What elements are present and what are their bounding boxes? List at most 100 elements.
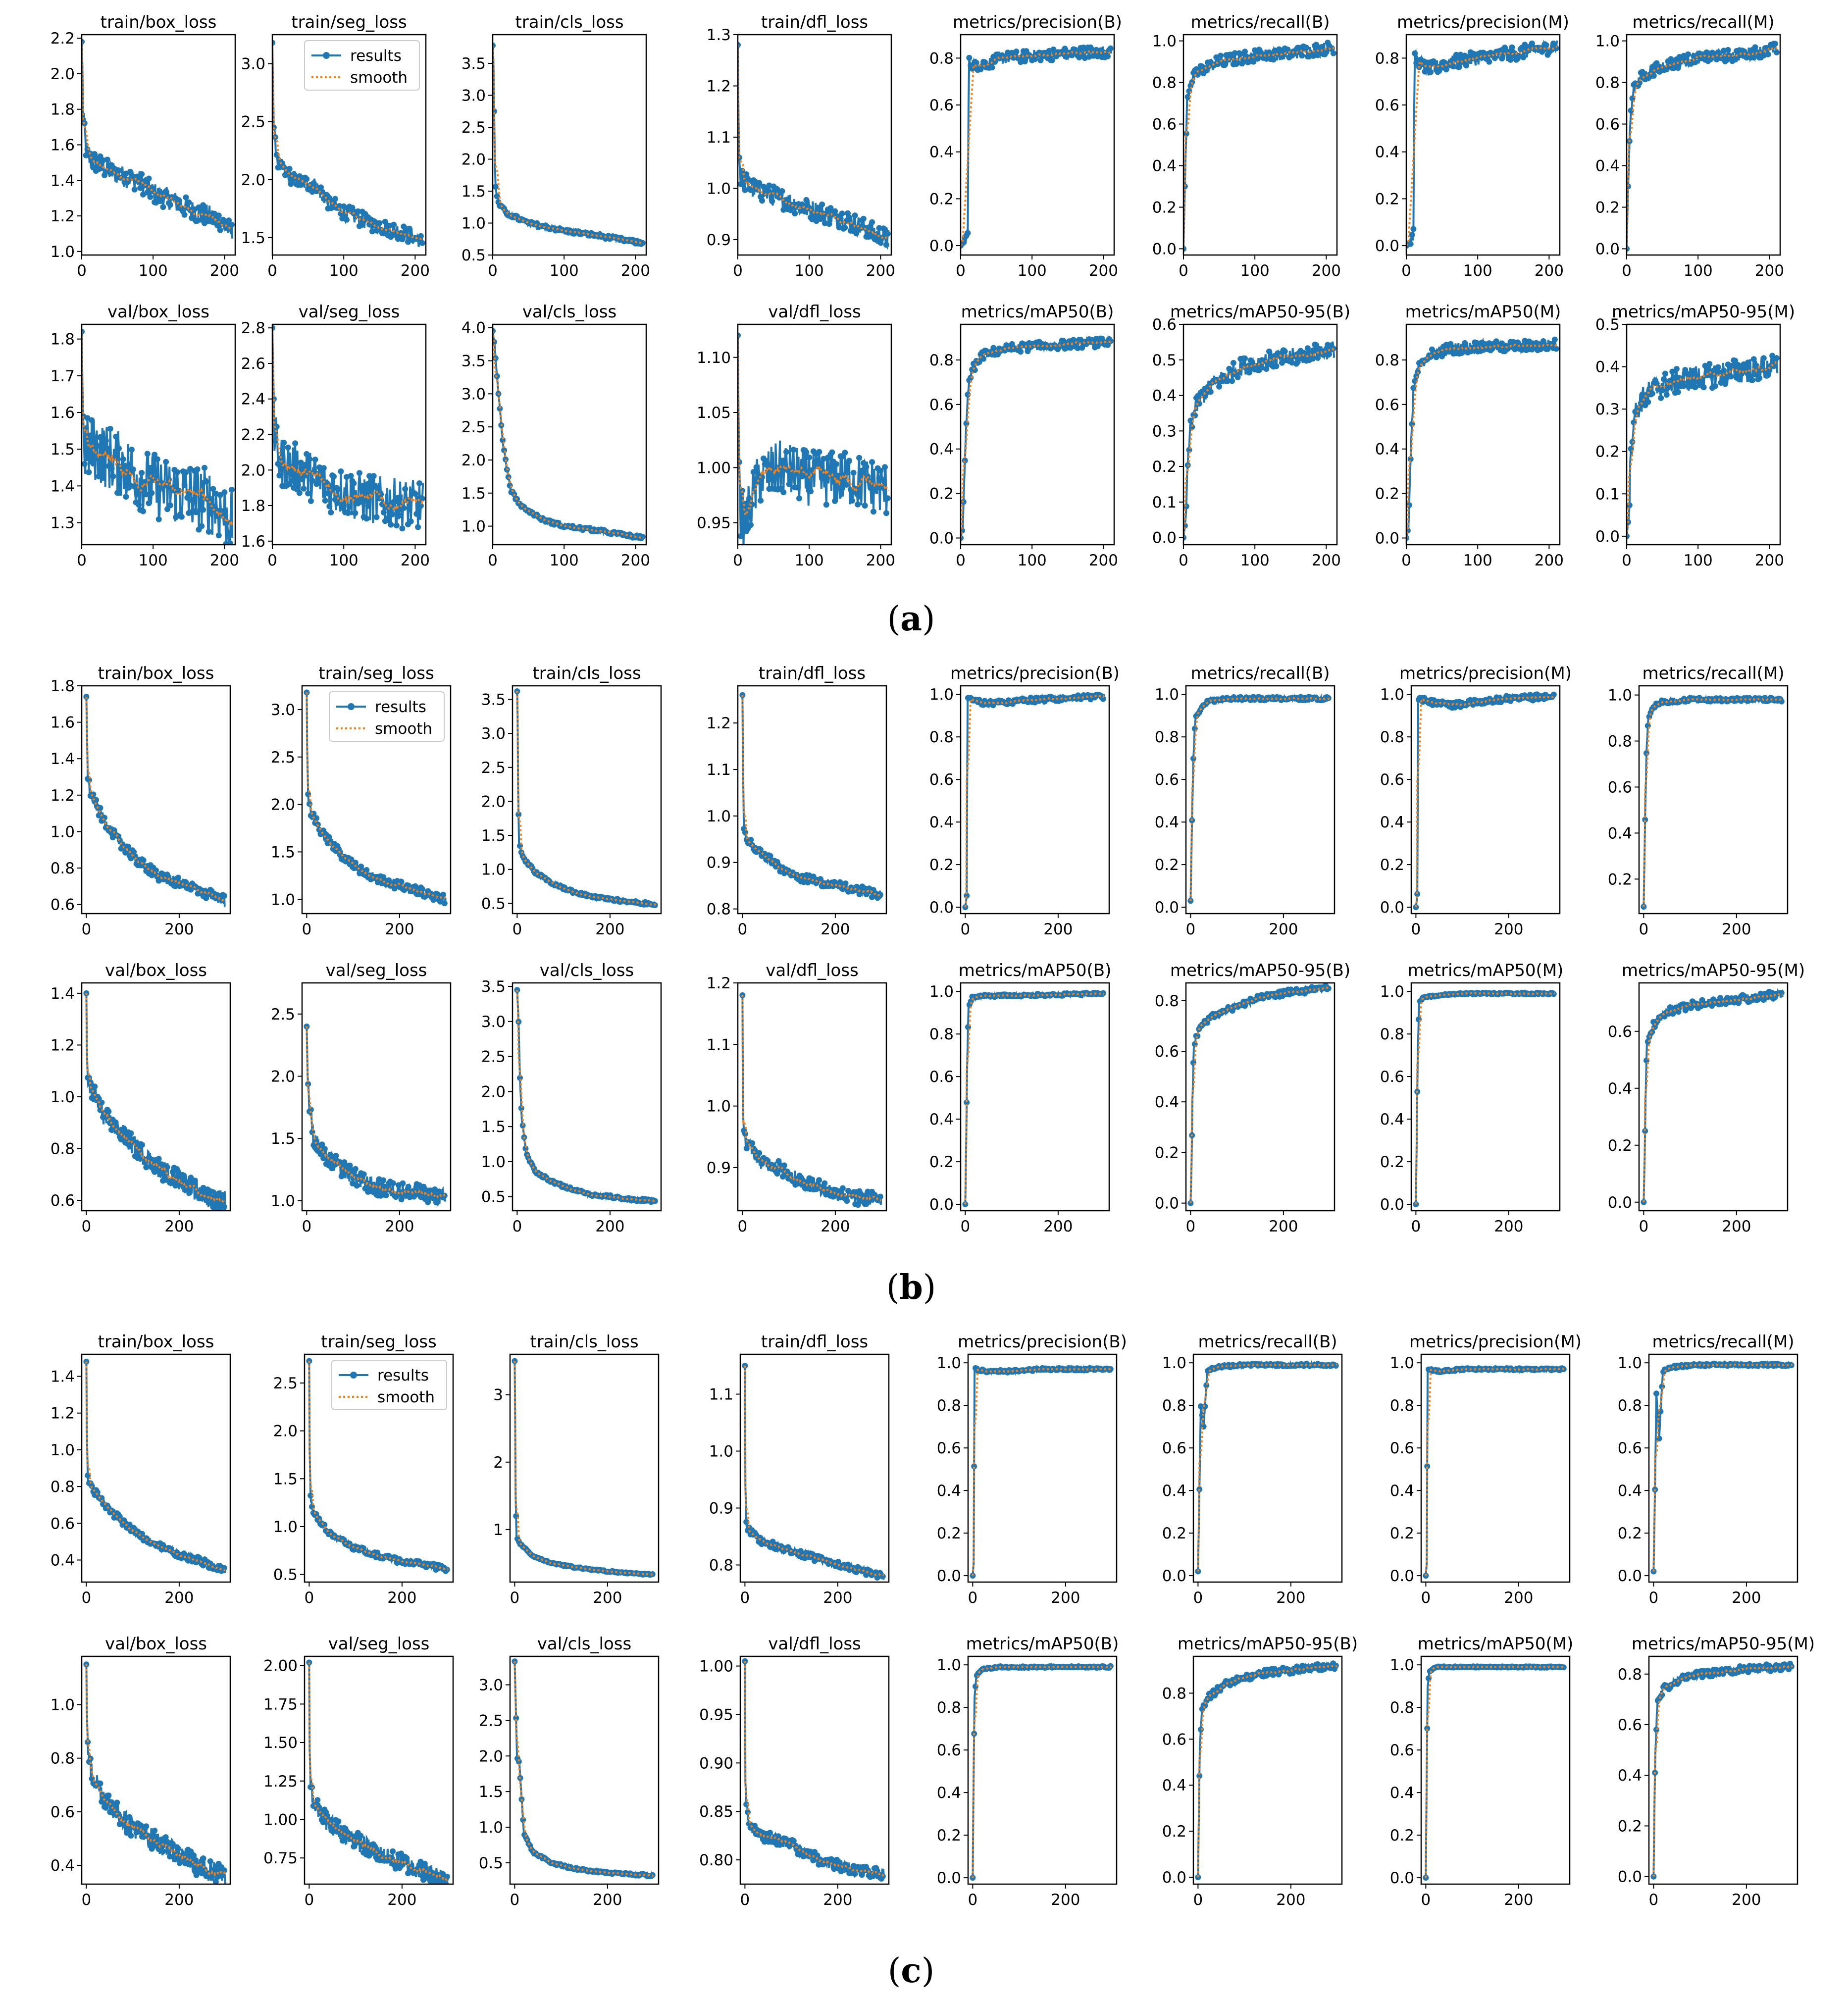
y-tick-label: 0.5 [1152,352,1177,369]
results-point [288,471,294,477]
results-point [863,463,870,470]
y-tick-label: 0.8 [937,1397,961,1415]
results-point [319,1141,325,1148]
results-point [173,514,179,520]
y-tick-label: 2.5 [273,1375,298,1392]
results-point [441,900,448,907]
smooth-line [82,42,233,230]
results-point [355,500,361,507]
y-tick-label: 0.4 [929,1111,954,1128]
results-point [839,1185,846,1191]
axes-frame [1182,323,1338,546]
results-point [1333,1363,1339,1369]
legend-box [331,1360,447,1410]
y-tick-label: 1 [493,1521,503,1539]
y-tick-label: 1.0 [707,1098,731,1116]
axes-frame [1410,982,1561,1212]
y-tick-label: 0.2 [1380,1153,1404,1171]
y-tick-label: 2.0 [271,1068,295,1086]
chart-title: val/dfl_loss [768,302,861,322]
results-point [396,512,403,518]
results-point [305,1081,311,1087]
results-point [1183,183,1188,190]
y-tick-label: 1.5 [241,229,265,247]
results-point [333,1152,339,1159]
results-point [816,449,822,455]
y-tick-label: 0.9 [707,231,731,249]
results-point [1207,389,1214,395]
results-point [1715,364,1721,370]
results-point [1105,53,1111,59]
results-point [1689,368,1695,374]
y-tick-label: 2.0 [241,461,265,479]
y-tick-label: 0.8 [1380,1025,1404,1043]
results-point [842,450,848,456]
y-tick-label: 2.8 [241,319,265,337]
chart-metrics-map50-b-: metrics/mAP50(B)0.00.20.40.60.80 100 200 [929,302,1118,569]
results-point [802,208,808,215]
results-point [1319,44,1325,50]
y-tick-label: 2.5 [462,119,486,137]
results-point [1665,384,1671,391]
results-point [310,811,317,817]
x-tick-label: 0 [738,1218,748,1235]
axes-frame [1185,685,1335,915]
x-tick-label: 0 [77,552,87,569]
plot-area [1183,40,1336,252]
plot-area [512,1358,656,1578]
results-point [86,469,92,475]
results-point [826,221,832,227]
legend-smooth-label: smooth [350,69,408,87]
results-point [87,432,94,439]
results-point [1681,383,1687,389]
results-point [817,876,823,882]
x-tick-label: 200 [164,1218,194,1235]
plot-area [1641,987,1785,1205]
results-point [415,524,421,530]
y-tick-label: 1.4 [51,985,75,1003]
results-point [862,503,868,509]
results-point [131,483,138,490]
results-point [325,490,331,497]
results-point [500,437,506,443]
y-tick-label: 0.5 [462,247,486,264]
results-point [767,853,773,859]
y-tick-label: 1.0 [937,1354,961,1372]
results-point [307,801,312,807]
y-tick-label: 0.4 [1152,387,1177,405]
axes-frame [967,1353,1118,1583]
results-point [879,1573,886,1580]
results-point [965,230,971,236]
y-tick-label: 0.8 [51,860,75,877]
results-point [1745,359,1751,366]
results-point [321,1146,328,1152]
x-tick-label: 100 [1463,552,1492,569]
results-point [1414,891,1421,897]
results-point [406,506,412,513]
y-tick-label: 1.0 [462,215,486,233]
results-point [992,58,998,65]
results-point [181,211,188,218]
axes-frame [737,323,892,546]
results-point [221,893,227,899]
smooth-line [741,995,881,1202]
x-tick-label: 0 [82,1589,92,1607]
results-point [352,510,359,516]
results-point [344,216,350,223]
results-point [97,434,103,440]
results-point [217,227,223,233]
results-line [85,993,226,1211]
x-tick-label: 0 [1421,1589,1431,1607]
smooth-line [306,1026,446,1199]
results-point [337,1159,343,1166]
results-point [338,1173,345,1179]
results-point [139,171,145,177]
results-point [821,1180,828,1186]
results-point [1303,45,1309,51]
y-tick-label: 2 [493,1454,503,1472]
results-point [335,486,341,492]
smooth-line [744,1365,884,1577]
chart-title: val/seg_loss [299,302,400,322]
